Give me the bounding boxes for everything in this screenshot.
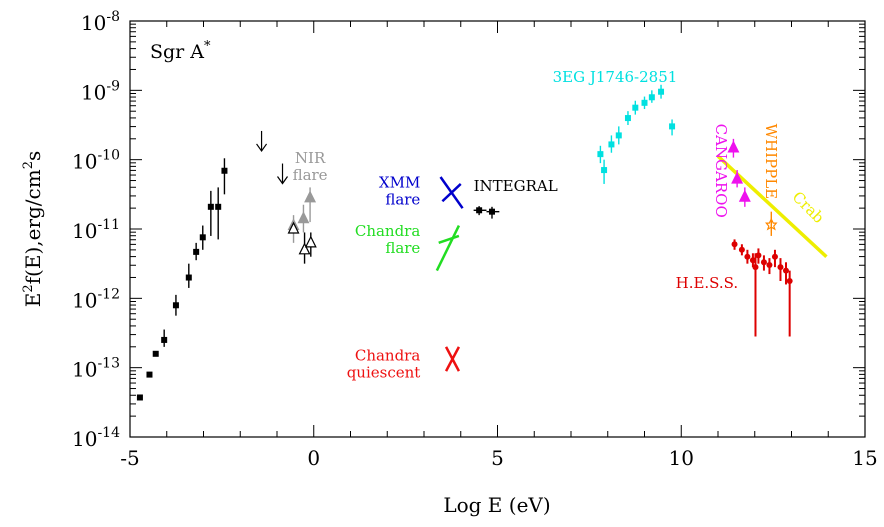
data-point [608,141,615,148]
bowtie-line [444,346,461,372]
data-point [658,88,665,95]
data-point [765,217,778,231]
data-point [476,207,483,214]
data-point [749,257,756,264]
data-point [632,104,639,111]
bowtie-line [441,183,462,203]
data-point [298,242,311,255]
x-tick-label: -5 [120,446,139,470]
annotation-xmm: XMM [379,173,420,191]
x-tick-label: 5 [491,446,504,470]
y-tick-label: 10-11 [72,217,120,243]
x-tick-label: 15 [852,446,877,470]
annotation-nir: flare [293,166,328,184]
y-tick-label: 10-10 [72,148,120,174]
data-point [744,253,751,260]
data-point [755,252,762,259]
x-tick-label: 0 [307,446,320,470]
data-point [766,262,773,269]
axis-ticks [129,21,866,438]
data-point [601,167,608,174]
x-tick-label: 10 [669,446,694,470]
upper-limit-arrowhead [256,143,268,152]
data-point [615,132,622,139]
data-point [782,267,789,274]
data-point [185,274,192,281]
data-point [624,115,631,122]
bowtie-line [716,154,828,259]
y-tick-label: 10-12 [72,286,120,312]
annotation-xmm: flare [385,190,420,208]
data-point [727,140,740,153]
data-point [152,350,159,357]
data-point [304,235,317,248]
data-point [199,234,206,241]
plot-frame [129,20,866,438]
annotation-nir: NIR [295,149,326,167]
y-tick-label: 10-8 [81,9,120,35]
data-point [771,253,778,260]
annotation-chandra_quiescent: quiescent [347,364,421,382]
data-point [136,394,143,401]
data-point [161,336,168,343]
data-point [304,190,317,203]
data-point [215,203,222,210]
y-tick-label: 10-13 [72,356,120,382]
data-point [760,259,767,266]
data-point [146,371,153,378]
bowtie-line [438,234,460,245]
data-marks [136,84,828,401]
data-point [777,264,784,271]
data-point [786,278,793,284]
data-point [738,189,751,202]
data-point [172,302,179,309]
y-tick-label: 10-9 [81,78,120,104]
data-point [488,208,495,215]
data-point [597,151,604,158]
data-point [297,211,310,224]
y-axis-label: E2f(E),erg/cm2s [21,151,45,308]
bowtie-line [435,224,461,272]
y-tick-label: 10-14 [72,425,120,451]
data-point [641,99,648,106]
axis-tick-labels: -5 0 5 10 15 10-14 10-13 10-12 10-11 10-10 10-9 10-… [72,9,878,470]
data-point [731,171,744,184]
annotation-chandra_flare: flare [385,239,420,257]
data-point [731,241,738,248]
annotation-hess: H.E.S.S. [676,274,739,292]
data-point [648,94,655,101]
data-point [287,221,300,234]
annotation-egret: 3EG J1746-2851 [553,68,678,86]
x-axis-label: Log E (eV) [443,493,550,517]
chart-title: Sgr A* [150,39,211,63]
annotation-chandra_quiescent: Chandra [355,347,421,365]
annotation-chandra_flare: Chandra [355,222,421,240]
annotation-cangaroo: CANGAROO [712,124,730,218]
data-point [221,167,228,174]
data-point [193,248,200,255]
upper-limit-arrowhead [277,176,289,185]
data-point [207,203,214,210]
annotation-crab: Crab [789,188,828,227]
data-point [752,264,759,271]
annotation-whipple: WHIPPLE [762,124,780,200]
annotation-integral: INTEGRAL [474,177,558,195]
data-point [669,123,676,130]
data-point [738,246,745,253]
